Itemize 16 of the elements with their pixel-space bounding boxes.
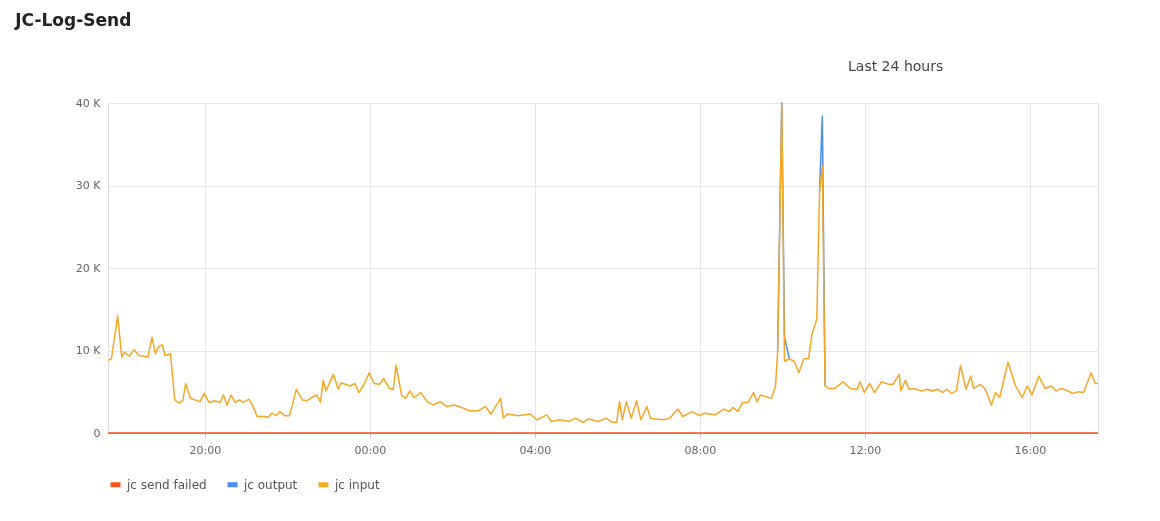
x-tick-label: 08:00 (684, 443, 717, 457)
y-tick-label: 0 (93, 426, 101, 440)
x-tick-label: 12:00 (849, 443, 882, 457)
legend-label: jc input (334, 477, 380, 492)
y-tick-label: 20 K (75, 261, 102, 275)
x-tick-label: 04:00 (519, 443, 552, 457)
chart-title: JC-Log-Send (14, 10, 132, 30)
y-tick-label: 40 K (75, 96, 102, 110)
legend-label: jc send failed (126, 477, 207, 492)
y-tick-label: 30 K (75, 179, 102, 192)
x-tick-label: 20:00 (189, 443, 222, 457)
x-tick-label: 16:00 (1014, 443, 1047, 457)
y-tick-label: 10 K (75, 344, 102, 357)
x-tick-label: 00:00 (354, 443, 387, 457)
text: Last 24 hours (848, 58, 944, 74)
legend-label: jc output (243, 477, 298, 492)
